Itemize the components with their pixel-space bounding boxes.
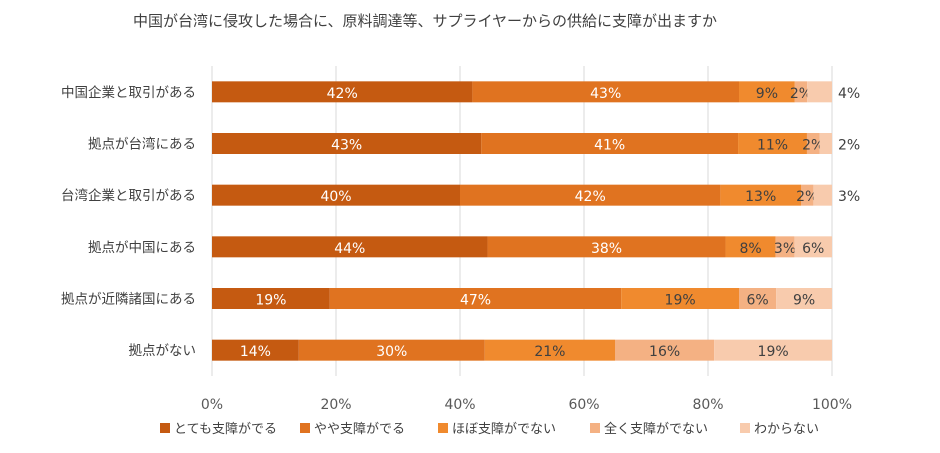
bar-segment (794, 236, 832, 258)
bar-segment (801, 184, 814, 206)
bar-segment (714, 339, 832, 361)
data-label: 47% (460, 293, 491, 309)
bar-segment (794, 81, 808, 103)
data-label: 2% (796, 189, 818, 205)
data-label: 42% (327, 86, 358, 102)
x-tick-label: 40% (444, 397, 475, 413)
data-label: 43% (590, 86, 621, 102)
bar-segment (298, 339, 485, 361)
data-label: 11% (757, 138, 788, 154)
data-label: 21% (534, 344, 565, 360)
data-label: 19% (758, 344, 789, 360)
data-label: 16% (649, 344, 680, 360)
legend-swatch (160, 423, 170, 433)
x-tick-label: 80% (692, 397, 723, 413)
legend-swatch (300, 423, 310, 433)
bar-segment (807, 81, 832, 103)
bar-segment (775, 236, 795, 258)
data-label: 3% (774, 241, 796, 257)
category-label: 台湾企業と取引がある (61, 187, 196, 204)
bar-segment (472, 81, 739, 103)
data-label: 2% (838, 138, 860, 154)
data-label: 3% (838, 189, 860, 205)
data-label: 19% (665, 293, 696, 309)
bar-segment (739, 288, 777, 309)
data-label: 42% (575, 189, 606, 205)
bar-segment (212, 81, 473, 103)
data-label: 4% (838, 86, 860, 102)
bar-segment (212, 133, 482, 154)
bar-segment (819, 133, 832, 154)
bar-segment (484, 339, 615, 361)
legend-swatch (438, 423, 448, 433)
data-label: 6% (746, 293, 768, 309)
legend-swatch (740, 423, 750, 433)
bar-segment (720, 184, 801, 206)
bar-segment (212, 288, 330, 309)
bar-segment (806, 133, 820, 154)
legend-label: 全く支障がでない (604, 421, 708, 437)
legend-label: ほぼ支障がでない (452, 422, 556, 437)
category-label: 拠点が中国にある (88, 240, 196, 256)
legend-label: とても支障がでる (174, 422, 277, 437)
bar-segment (776, 288, 832, 309)
x-tick-label: 0% (201, 397, 223, 413)
bar-segment (481, 133, 739, 154)
x-tick-label: 20% (320, 397, 351, 413)
data-label: 40% (320, 189, 351, 205)
category-label: 中国企業と取引がある (61, 84, 196, 101)
bar-segment (725, 236, 776, 258)
bar-segment (329, 288, 622, 309)
data-label: 38% (591, 241, 622, 257)
bar-segment (738, 133, 807, 154)
bar-segment (621, 288, 739, 309)
bar-segment (460, 184, 721, 206)
data-label: 14% (240, 344, 271, 360)
chart-title: 中国が台湾に侵攻した場合に、原料調達等、サプライヤーからの供給に支障が出ますか (132, 12, 718, 30)
category-label: 拠点がない (129, 343, 197, 359)
data-label: 2% (802, 138, 824, 154)
data-label: 2% (790, 86, 812, 102)
data-label: 8% (739, 241, 761, 257)
bar-segment (813, 184, 832, 206)
category-label: 拠点が近隣諸国にある (61, 292, 196, 308)
legend-label: やや支障がでる (314, 422, 405, 437)
bar-segment (212, 184, 460, 206)
data-label: 30% (376, 344, 407, 360)
data-label: 9% (793, 293, 815, 309)
category-label: 拠点が台湾にある (88, 136, 196, 153)
bar-segment (615, 339, 715, 361)
data-label: 9% (756, 86, 778, 102)
bar-segment (739, 81, 795, 103)
legend-swatch (590, 423, 600, 433)
data-label: 44% (334, 241, 365, 257)
bar-segment (212, 339, 299, 361)
legend-label: わからない (754, 422, 819, 437)
data-label: 6% (802, 241, 824, 257)
data-label: 43% (331, 138, 362, 154)
data-label: 13% (745, 189, 776, 205)
data-label: 41% (594, 138, 625, 154)
x-tick-label: 100% (812, 397, 852, 413)
data-label: 19% (255, 293, 286, 309)
bar-segment (487, 236, 726, 258)
x-tick-label: 60% (568, 397, 599, 413)
bar-segment (212, 236, 488, 258)
